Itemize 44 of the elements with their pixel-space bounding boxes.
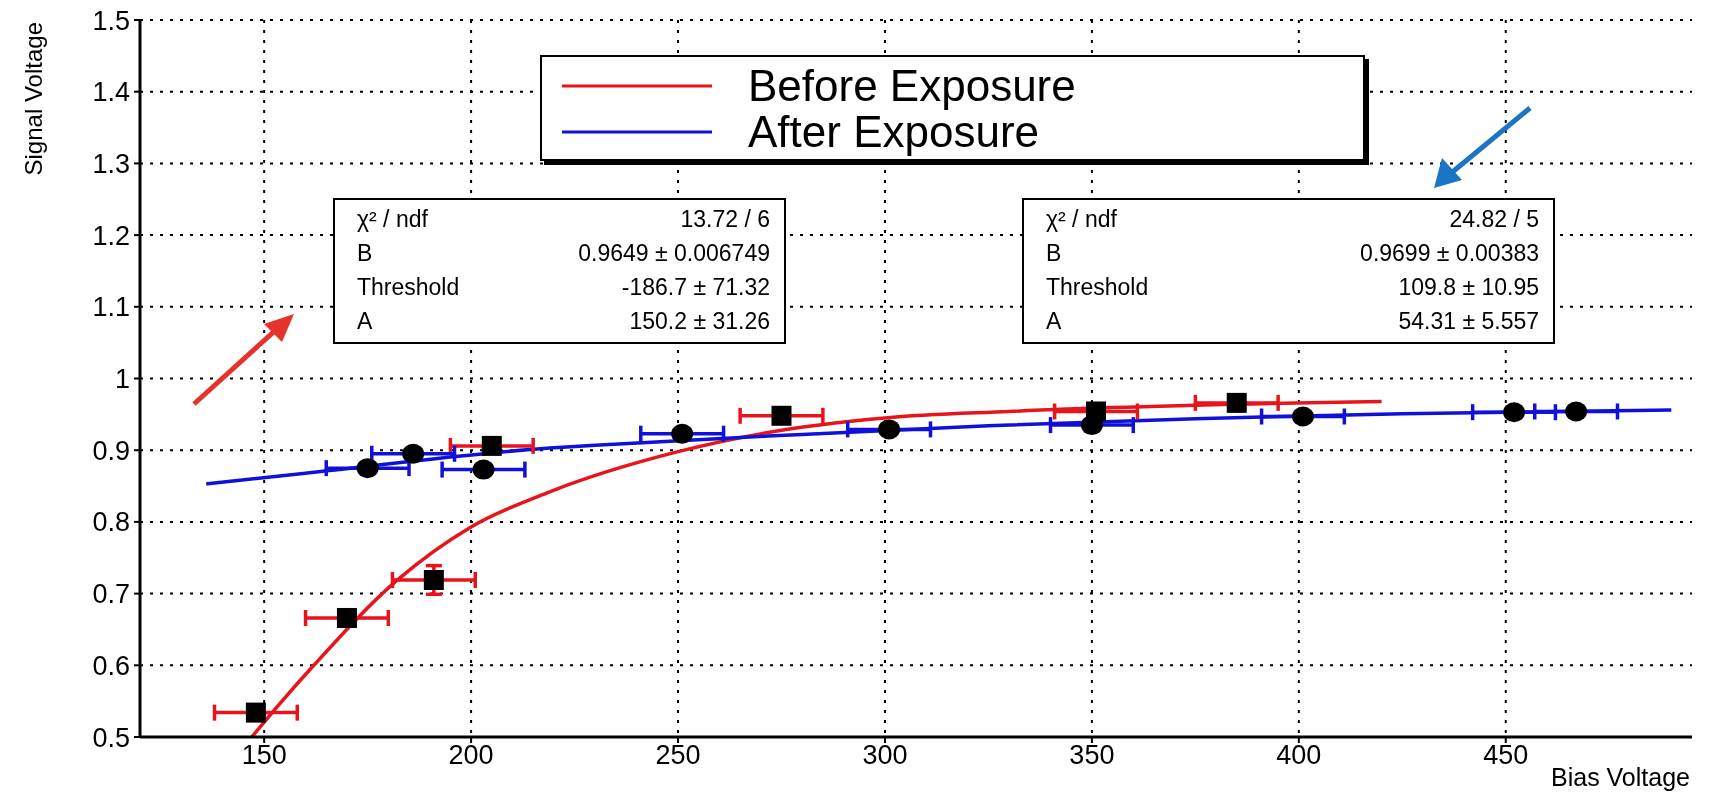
y-tick-label: 1.4 xyxy=(92,77,130,108)
point xyxy=(245,702,266,723)
y-tick-label: 0.7 xyxy=(92,579,130,610)
point xyxy=(1565,401,1588,422)
legend-label: Before Exposure xyxy=(748,61,1076,110)
text: A 150.2 ± 31.26 xyxy=(357,308,770,334)
point xyxy=(878,419,901,440)
point xyxy=(1080,415,1103,436)
point xyxy=(671,423,694,444)
x-tick-label: 200 xyxy=(448,740,494,771)
y-tick-label: 0.8 xyxy=(92,507,130,538)
point xyxy=(481,435,502,456)
text: χ² / ndf 24.82 / 5 xyxy=(1046,206,1539,232)
y-tick-label: 0.6 xyxy=(92,650,130,681)
y-tick-label: 1 xyxy=(114,364,130,395)
point xyxy=(1503,402,1526,423)
point xyxy=(1226,392,1247,413)
point xyxy=(771,405,792,426)
text: B 0.9649 ± 0.006749 xyxy=(357,240,770,266)
point xyxy=(423,569,444,590)
x-tick-label: 450 xyxy=(1483,740,1529,771)
point xyxy=(402,443,425,464)
y-tick-label: 0.5 xyxy=(92,722,130,753)
text: χ² / ndf 13.72 / 6 xyxy=(357,206,770,232)
text: Threshold 109.8 ± 10.95 xyxy=(1046,274,1539,300)
text: B 0.9699 ± 0.00383 xyxy=(1046,240,1539,266)
y-tick-label: 1.5 xyxy=(92,5,130,36)
text: Threshold -186.7 ± 71.32 xyxy=(357,274,770,300)
y-tick-label: 0.9 xyxy=(92,435,130,466)
y-tick-label: 1.3 xyxy=(92,148,130,179)
x-tick-label: 350 xyxy=(1069,740,1115,771)
x-tick-label: 400 xyxy=(1276,740,1322,771)
point xyxy=(356,458,379,479)
y-tick-label: 1.1 xyxy=(92,292,130,323)
x-tick-label: 300 xyxy=(862,740,908,771)
text: A 54.31 ± 5.557 xyxy=(1046,308,1539,334)
x-tick-label: 250 xyxy=(655,740,701,771)
point xyxy=(336,607,357,628)
point xyxy=(1291,406,1314,427)
y-axis-title: Signal Voltage xyxy=(20,22,47,176)
x-axis-title: Bias Voltage xyxy=(1551,763,1690,791)
y-tick-label: 1.2 xyxy=(92,220,130,251)
x-tick-label: 150 xyxy=(241,740,287,771)
point xyxy=(472,459,495,480)
